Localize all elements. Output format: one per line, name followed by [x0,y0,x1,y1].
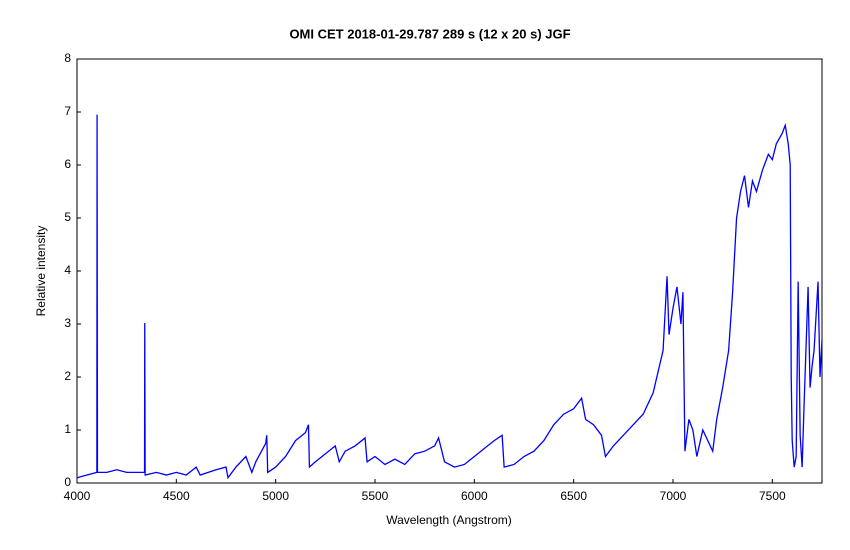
y-tick-label: 8 [64,51,71,65]
x-tick-label: 5500 [362,489,389,503]
y-tick-label: 6 [64,157,71,171]
x-tick-label: 7500 [759,489,786,503]
chart-title: OMI CET 2018-01-29.787 289 s (12 x 20 s)… [289,26,570,41]
x-tick-label: 4500 [163,489,190,503]
y-tick-label: 7 [64,104,71,118]
y-tick-label: 3 [64,316,71,330]
y-tick-label: 5 [64,210,71,224]
y-axis-label: Relative intensity [34,226,48,317]
y-tick-label: 1 [64,422,71,436]
y-tick-label: 0 [64,475,71,489]
x-tick-label: 7000 [660,489,687,503]
x-tick-label: 6000 [461,489,488,503]
x-axis-label: Wavelength (Angstrom) [386,513,512,527]
plot-frame [76,58,823,484]
x-tick-label: 6500 [560,489,587,503]
x-tick-label: 5000 [262,489,289,503]
y-tick-label: 2 [64,369,71,383]
spectrum-line [76,114,823,480]
x-tick-label: 4000 [64,489,91,503]
y-tick-label: 4 [64,263,71,277]
